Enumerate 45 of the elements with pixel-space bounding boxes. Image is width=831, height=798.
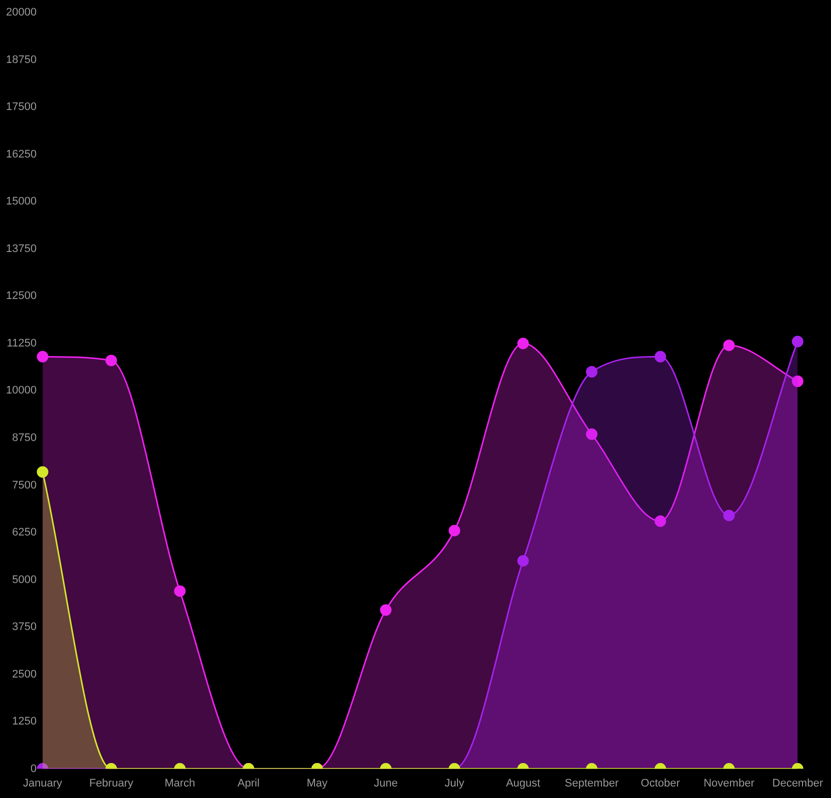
point	[654, 350, 666, 362]
y-tick-label: 15000	[6, 196, 37, 208]
y-tick-label: 18750	[6, 54, 37, 66]
y-tick-label: 17500	[6, 101, 37, 114]
x-tick-label: January	[23, 777, 63, 790]
x-tick-label: February	[89, 777, 134, 790]
y-tick-label: 8750	[12, 432, 37, 444]
y-tick-label: 11250	[6, 337, 37, 350]
point	[380, 604, 392, 616]
x-tick-label: November	[704, 777, 755, 790]
point	[517, 555, 529, 567]
y-tick-label: 0	[30, 762, 37, 775]
point	[36, 466, 48, 478]
point	[792, 336, 804, 348]
x-tick-label: July	[444, 777, 465, 790]
y-tick-label: 5000	[12, 574, 37, 586]
x-tick-label: April	[238, 777, 260, 790]
x-tick-label: August	[506, 777, 540, 790]
y-tick-label: 3750	[12, 621, 37, 634]
point	[723, 340, 735, 352]
y-tick-label: 16250	[6, 148, 37, 160]
point	[105, 354, 117, 366]
y-tick-label: 6250	[12, 526, 37, 539]
point	[517, 338, 529, 350]
y-tick-label: 13750	[6, 242, 37, 255]
point	[36, 350, 48, 362]
y-tick-label: 2500	[12, 668, 37, 680]
x-tick-label: September	[564, 777, 619, 790]
point	[654, 515, 666, 527]
point	[174, 585, 186, 597]
point	[723, 510, 735, 522]
y-tick-label: 1250	[12, 716, 37, 728]
point	[586, 366, 598, 378]
y-tick-label: 7500	[12, 479, 37, 492]
x-tick-label: October	[640, 777, 680, 790]
x-tick-label: May	[306, 777, 328, 790]
y-tick-label: 10000	[6, 384, 37, 397]
y-tick-label: 20000	[6, 6, 37, 19]
x-tick-label: March	[164, 777, 196, 790]
x-tick-label: June	[374, 777, 398, 790]
x-tick-label: December	[772, 777, 824, 790]
point	[586, 428, 598, 440]
y-tick-label: 12500	[6, 290, 37, 302]
point	[448, 524, 460, 536]
point	[792, 376, 804, 387]
